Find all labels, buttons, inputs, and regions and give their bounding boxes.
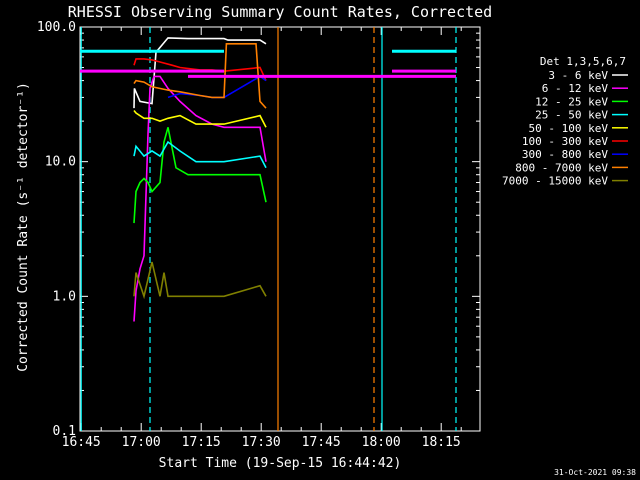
y-tick-label: 0.1	[53, 424, 76, 439]
x-tick-label: 16:45	[62, 435, 101, 450]
y-tick-label: 100.0	[37, 20, 76, 35]
series-line	[133, 75, 267, 322]
plot-area: 16:45 17:00 17:15 17:30 17:45 18:00 18:15 0.1 1.…	[37, 20, 481, 450]
x-tick-label: 17:45	[302, 435, 341, 450]
y-tick-label: 10.0	[45, 155, 76, 170]
series-line	[133, 37, 267, 109]
x-tick-label: 17:30	[242, 435, 281, 450]
y-tick-label: 1.0	[53, 289, 76, 304]
legend-label: 6 - 12 keV	[542, 82, 609, 95]
series-line	[133, 127, 267, 224]
legend-label: 50 - 100 keV	[529, 122, 609, 135]
chart-title: RHESSI Observing Summary Count Rates, Co…	[68, 3, 492, 21]
legend-label: 800 - 7000 keV	[515, 161, 608, 174]
legend-label: 3 - 6 keV	[548, 69, 608, 82]
series-layer	[80, 27, 457, 431]
series-line	[167, 75, 267, 99]
legend-title: Det 1,3,5,6,7	[540, 55, 626, 68]
legend-label: 25 - 50 keV	[535, 109, 608, 122]
legend-label: 300 - 800 keV	[522, 148, 608, 161]
y-axis-label: Corrected Count Rate (s⁻¹ detector⁻¹)	[16, 82, 31, 372]
x-tick-label: 18:15	[422, 435, 461, 450]
series-line	[133, 110, 267, 128]
series-line	[133, 58, 267, 81]
series-line	[133, 42, 267, 109]
plot-frame	[79, 26, 481, 432]
x-tick-label: 17:15	[182, 435, 221, 450]
x-tick-label: 18:00	[362, 435, 401, 450]
series-line	[133, 261, 267, 300]
x-axis-label: Start Time (19-Sep-15 16:44:42)	[159, 456, 402, 471]
legend-label: 12 - 25 keV	[535, 95, 608, 108]
legend-label: 7000 - 15000 keV	[502, 175, 608, 188]
timestamp: 31-Oct-2021 09:38	[554, 468, 636, 477]
x-tick-label: 17:00	[122, 435, 161, 450]
legend-label: 100 - 300 keV	[522, 135, 608, 148]
series-line	[133, 140, 267, 169]
